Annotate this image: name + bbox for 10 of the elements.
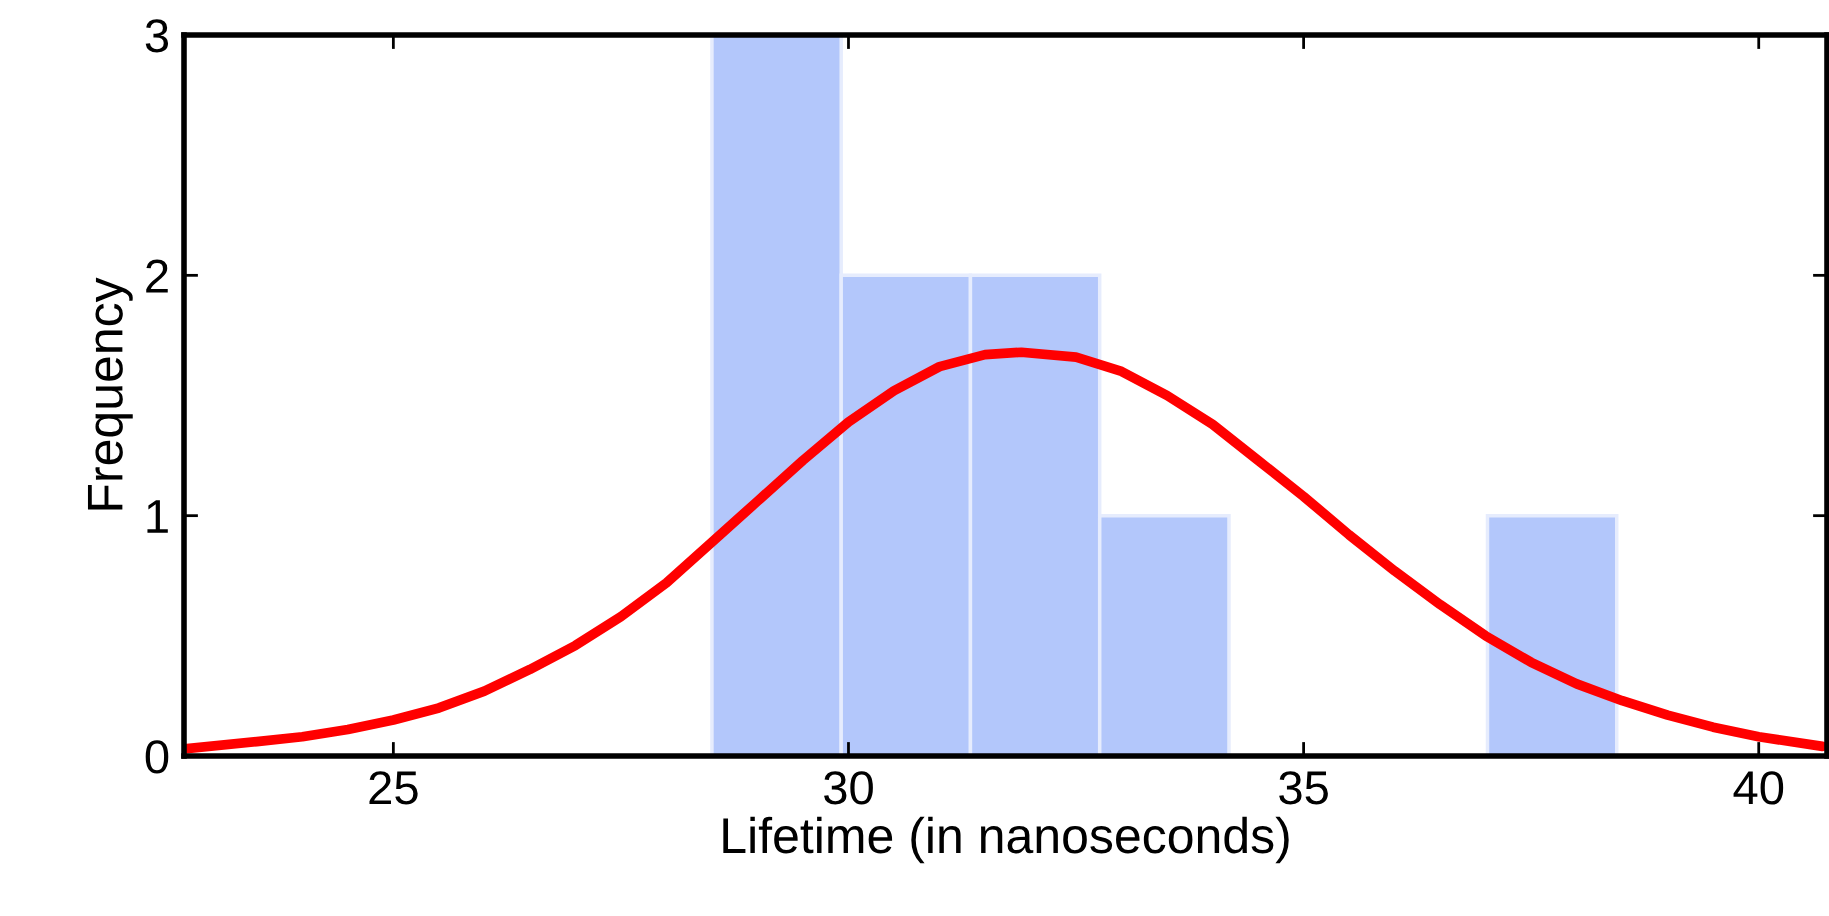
y-tick-label: 0	[145, 740, 169, 774]
x-tick-label: 30	[824, 771, 873, 805]
y-axis-title: Frequency	[87, 277, 133, 510]
x-axis-title: Lifetime (in nanoseconds)	[723, 816, 1289, 864]
x-tick-label: 40	[1733, 771, 1784, 805]
x-tick-label: 25	[369, 771, 418, 805]
y-tick-label: 2	[146, 259, 168, 293]
y-tick-label: 1	[147, 500, 168, 533]
y-tick-label: 3	[145, 19, 169, 53]
x-tick-label: 35	[1279, 771, 1328, 805]
